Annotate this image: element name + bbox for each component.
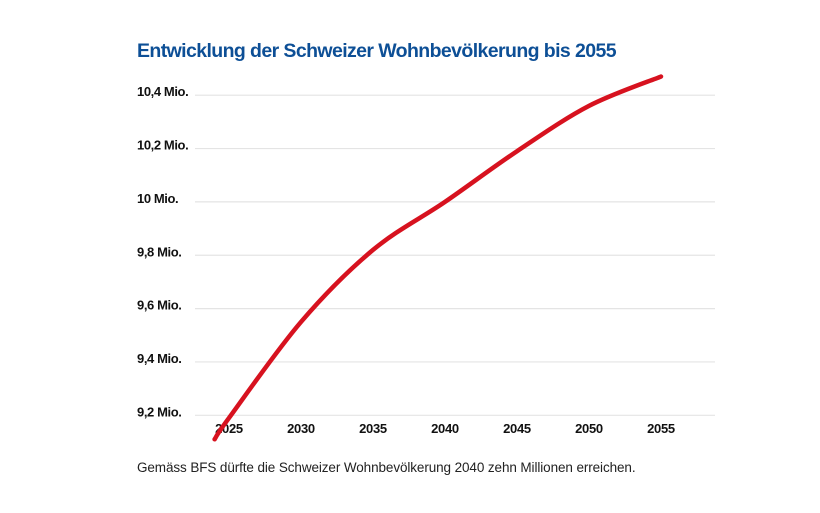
x-tick-label: 2055 — [647, 421, 675, 436]
population-line — [212, 74, 664, 442]
y-tick-label: 9,8 Mio. — [137, 244, 181, 259]
x-tick-label: 2035 — [359, 421, 387, 436]
y-tick-label: 10,4 Mio. — [137, 84, 188, 99]
y-tick-label: 9,4 Mio. — [137, 351, 181, 366]
x-tick-label: 2030 — [287, 421, 315, 436]
x-tick-label: 2045 — [503, 421, 531, 436]
y-tick-label: 10 Mio. — [137, 191, 178, 206]
y-tick-label: 9,2 Mio. — [137, 404, 181, 419]
chart-title: Entwicklung der Schweizer Wohnbevölkerun… — [137, 40, 617, 62]
chart-caption: Gemäss BFS dürfte die Schweizer Wohnbevö… — [137, 460, 636, 475]
x-tick-label: 2050 — [575, 421, 603, 436]
y-tick-label: 9,6 Mio. — [137, 298, 181, 313]
x-tick-label: 2040 — [431, 421, 459, 436]
y-tick-label: 10,2 Mio. — [137, 138, 188, 153]
